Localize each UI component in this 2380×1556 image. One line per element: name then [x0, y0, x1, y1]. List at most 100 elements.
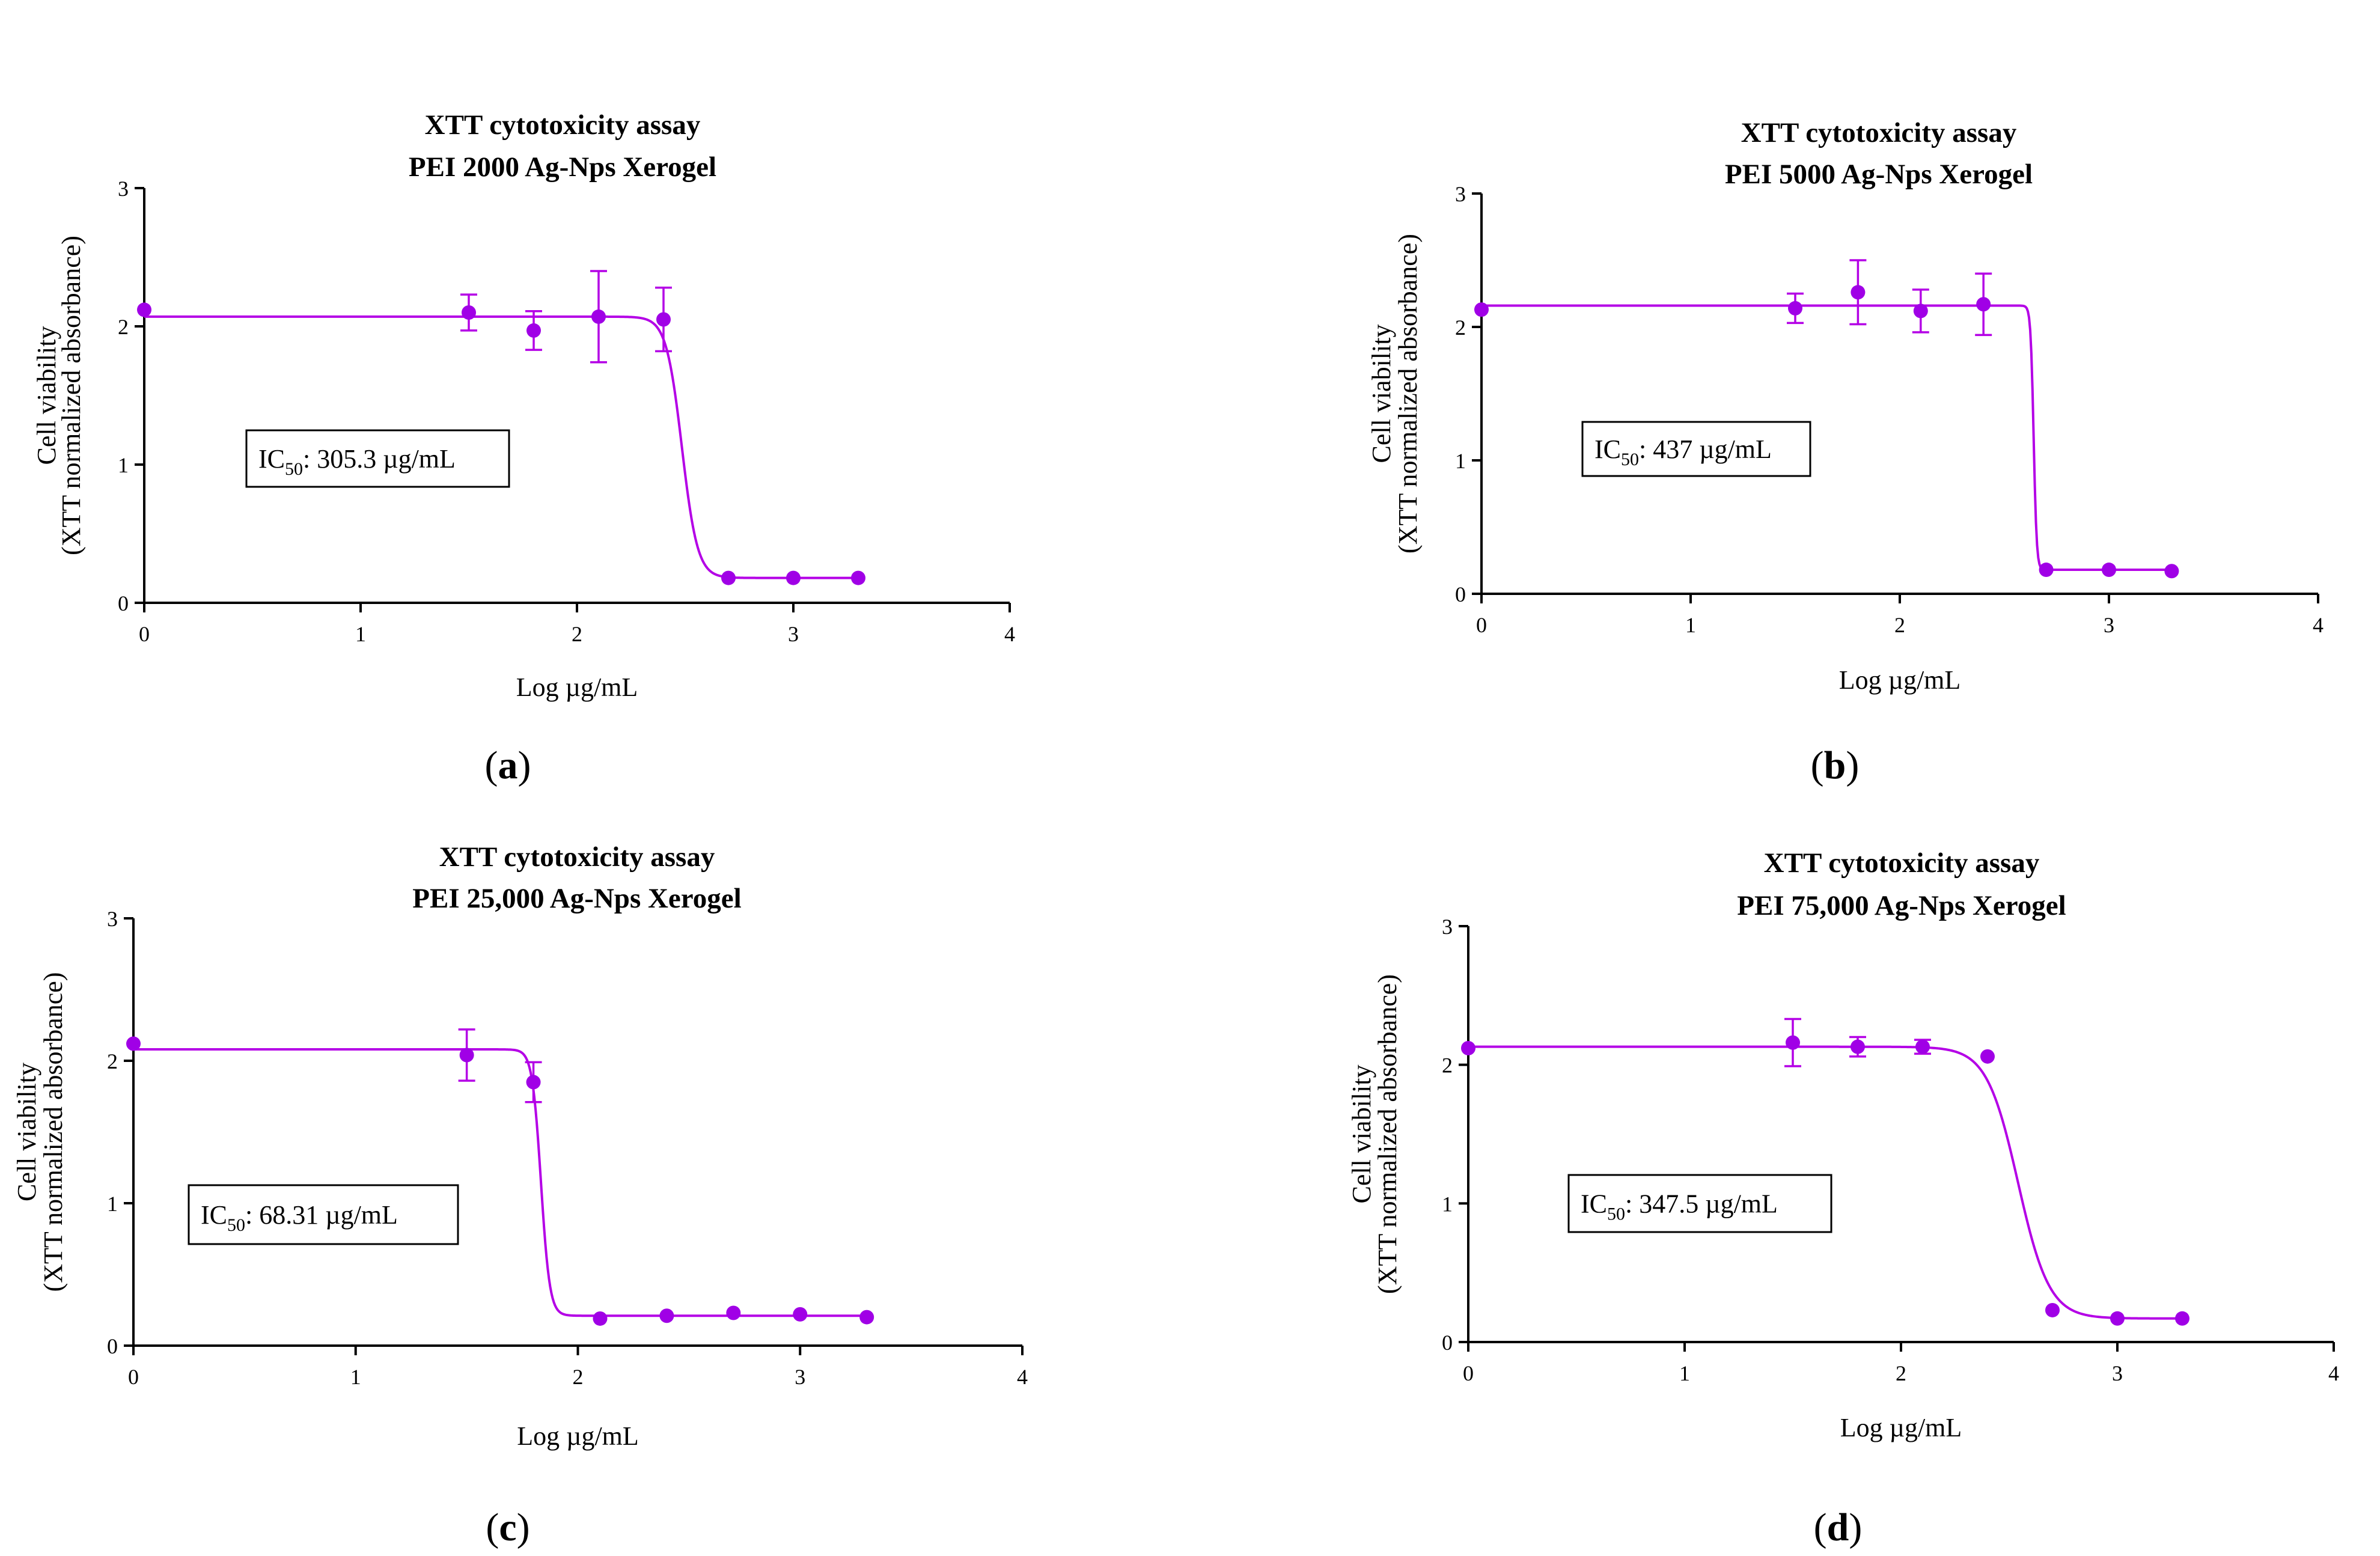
x-tick-label: 3: [2112, 1361, 2123, 1385]
ic50-label: IC: [201, 1200, 227, 1230]
data-point: [1474, 302, 1489, 317]
chart-title-line2: PEI 2000 Ag-Nps Xerogel: [409, 151, 716, 183]
panel-label: (b): [1811, 743, 1860, 787]
chart-title-line2: PEI 75,000 Ag-Nps Xerogel: [1737, 890, 2066, 921]
y-axis-label-line1: Cell viability: [32, 326, 61, 465]
panel-label: (c): [486, 1506, 529, 1549]
chart-title-line1: XTT cytotoxicity assay: [425, 109, 701, 141]
ic50-text: IC50: 68.31 µg/mL: [201, 1200, 398, 1235]
x-tick-label: 4: [1017, 1365, 1028, 1389]
ic50-label: IC: [1581, 1189, 1607, 1219]
data-point: [786, 570, 801, 585]
y-tick-label: 1: [118, 453, 129, 477]
ic50-label: IC: [1594, 435, 1621, 464]
ic50-subscript: 50: [1607, 1204, 1625, 1224]
ic50-box: [1567, 1174, 1832, 1233]
data-point: [526, 1075, 541, 1090]
data-point: [851, 570, 865, 585]
y-tick-label: 3: [118, 177, 129, 201]
y-axis-label-line1: Cell viability: [1367, 325, 1396, 463]
ic50-text: IC50: 437 µg/mL: [1594, 435, 1772, 469]
y-tick-label: 1: [1455, 449, 1466, 473]
x-tick-label: 2: [572, 622, 582, 646]
ic50-value: : 68.31 µg/mL: [245, 1200, 398, 1230]
x-tick-label: 1: [355, 622, 366, 646]
x-tick-label: 4: [2313, 613, 2324, 637]
ic50-value: : 437 µg/mL: [1639, 435, 1772, 464]
chart-panel-b: XTT cytotoxicity assay PEI 5000 Ag-Nps Xe…: [1367, 117, 2324, 787]
x-tick-label: 0: [139, 622, 150, 646]
data-point: [459, 1048, 474, 1063]
panel-letter: b: [1824, 743, 1846, 787]
data-point: [1851, 1039, 1865, 1054]
y-axis-label-line2: (XTT normalized absorbance): [1393, 234, 1423, 554]
x-tick-label: 4: [1004, 622, 1015, 646]
x-tick-label: 2: [1896, 1361, 1906, 1385]
x-tick-label: 3: [2104, 613, 2114, 637]
data-point: [126, 1036, 141, 1051]
panel-label: (d): [1814, 1506, 1863, 1549]
y-axis-label-line1: Cell viability: [12, 1063, 41, 1201]
y-tick-label: 3: [107, 907, 118, 931]
chart-panel-d: XTT cytotoxicity assay PEI 75,000 Ag-Nps …: [1347, 847, 2339, 1549]
y-tick-label: 2: [1455, 316, 1466, 340]
y-tick-label: 3: [1442, 915, 1453, 939]
data-point: [526, 323, 541, 338]
data-point: [656, 312, 671, 327]
data-point: [1976, 297, 1991, 312]
ic50-value: : 347.5 µg/mL: [1625, 1189, 1778, 1219]
x-tick-label: 3: [788, 622, 799, 646]
ic50-subscript: 50: [285, 459, 303, 479]
y-tick-label: 3: [1455, 182, 1466, 206]
fit-curve: [1481, 304, 2172, 572]
data-point: [137, 302, 151, 317]
x-tick-label: 3: [795, 1365, 805, 1389]
fit-curve: [144, 315, 858, 579]
data-point: [859, 1310, 874, 1325]
ic50-label: IC: [258, 444, 285, 474]
ic50-box: [188, 1184, 459, 1245]
data-point: [462, 305, 476, 320]
ic50-text: IC50: 347.5 µg/mL: [1581, 1189, 1778, 1224]
x-tick-label: 0: [128, 1365, 139, 1389]
chart-title-line1: XTT cytotoxicity assay: [439, 841, 715, 873]
y-tick-label: 1: [1442, 1192, 1453, 1216]
x-tick-label: 0: [1463, 1361, 1474, 1385]
data-point: [793, 1307, 808, 1322]
chart-panel-c: XTT cytotoxicity assay PEI 25,000 Ag-Nps …: [12, 841, 1028, 1549]
ic50-text: IC50: 305.3 µg/mL: [258, 444, 456, 479]
data-point: [1851, 285, 1866, 300]
y-tick-label: 1: [107, 1192, 118, 1216]
panel-letter: a: [498, 743, 518, 787]
data-point: [1915, 1039, 1930, 1054]
y-tick-label: 0: [1455, 582, 1466, 606]
x-tick-label: 1: [1685, 613, 1696, 637]
x-tick-label: 1: [350, 1365, 361, 1389]
y-axis-label-line2: (XTT normalized absorbance): [38, 972, 68, 1292]
chart-title-line1: XTT cytotoxicity assay: [1764, 847, 2040, 879]
panel-label: (a): [485, 743, 531, 787]
ic50-value: : 305.3 µg/mL: [303, 444, 456, 474]
x-tick-label: 2: [573, 1365, 584, 1389]
x-tick-label: 0: [1476, 613, 1487, 637]
x-axis-label: Log µg/mL: [516, 673, 638, 702]
x-tick-label: 1: [1679, 1361, 1690, 1385]
panel-letter: c: [499, 1506, 516, 1549]
data-point: [1913, 304, 1928, 319]
y-axis-label-line1: Cell viability: [1347, 1065, 1376, 1204]
chart-title-line2: PEI 25,000 Ag-Nps Xerogel: [412, 883, 741, 914]
ic50-box: [1581, 421, 1811, 477]
data-point: [2175, 1311, 2189, 1326]
data-point: [1786, 1035, 1800, 1050]
data-point: [1980, 1049, 1995, 1064]
y-tick-label: 0: [107, 1334, 118, 1358]
data-point: [721, 570, 736, 585]
data-point: [2164, 564, 2179, 579]
y-tick-label: 2: [118, 315, 129, 339]
y-axis-label-line2: (XTT normalized absorbance): [1373, 974, 1402, 1294]
data-point: [591, 309, 606, 324]
data-point: [726, 1305, 741, 1320]
x-tick-label: 4: [2328, 1361, 2339, 1385]
data-point: [2045, 1302, 2060, 1317]
